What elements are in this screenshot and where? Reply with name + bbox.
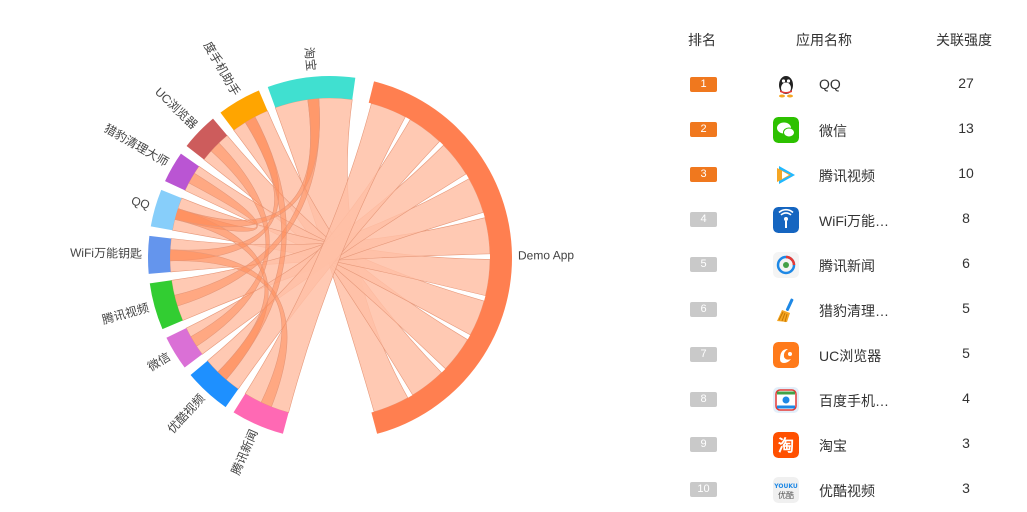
relation-score: 3 (962, 480, 970, 496)
ranking-row: 9 淘 淘宝 3 (660, 427, 1027, 467)
relation-score: 5 (962, 345, 970, 361)
youku-icon: YOUKU 优酷 (773, 477, 799, 503)
ranking-row: 3 腾讯视频 10 (660, 157, 1027, 197)
relation-score: 13 (958, 120, 974, 136)
relation-score: 10 (958, 165, 974, 181)
rank-badge: 3 (690, 167, 717, 182)
ranking-panel: 排名 应用名称 关联强度 1 QQ 27 2 微信 13 3 腾讯视频 10 4 WiFi万能… 8 5… (660, 0, 1027, 508)
rank-badge: 4 (690, 212, 717, 227)
node-label: 微信 (145, 350, 173, 374)
ranking-row: 4 WiFi万能… 8 (660, 202, 1027, 242)
node-label: Demo App (518, 248, 574, 262)
node-label: 淘宝 (302, 46, 318, 71)
arc-node-7 (149, 280, 183, 330)
app-name: 淘宝 (819, 438, 847, 454)
chord-ribbons (169, 97, 491, 413)
app-name: 腾讯新闻 (819, 258, 875, 274)
app-name-header: 应用名称 (796, 32, 852, 48)
arc-node-6 (148, 235, 172, 274)
svg-text:YOUKU: YOUKU (773, 483, 798, 490)
arc-node-8 (166, 328, 203, 368)
score-header: 关联强度 (936, 32, 992, 48)
arc-node-5 (150, 189, 182, 231)
app-name: UC浏览器 (819, 348, 882, 364)
chord-arcs (148, 76, 512, 434)
arc-node-4 (165, 153, 199, 191)
node-label: 优酷视频 (164, 391, 207, 437)
wechat-icon (773, 117, 799, 143)
arc-node-3 (186, 118, 228, 160)
rank-badge: 6 (690, 302, 717, 317)
uc-browser-icon (773, 342, 799, 368)
app-name: 百度手机… (819, 393, 889, 409)
arc-node-9 (190, 360, 239, 408)
rank-badge: 1 (690, 77, 717, 92)
app-name: WiFi万能… (819, 213, 889, 229)
rank-badge: 10 (690, 482, 717, 497)
app-name: 腾讯视频 (819, 168, 875, 184)
wifi-key-icon (773, 207, 799, 233)
arc-node-2 (220, 90, 268, 131)
ranking-row: 5 腾讯新闻 6 (660, 247, 1027, 287)
taobao-icon: 淘 (773, 432, 799, 458)
tencent-video-icon (773, 162, 799, 188)
node-label: 度手机助手 (201, 39, 244, 98)
ranking-row: 2 微信 13 (660, 112, 1027, 152)
ranking-row: 6 猎豹清理… 5 (660, 292, 1027, 332)
node-label: WiFi万能钥匙 (70, 246, 142, 261)
rank-badge: 9 (690, 437, 717, 452)
arc-node-1 (267, 76, 356, 108)
node-label: 猎豹清理大师 (102, 120, 172, 169)
cleaner-broom-icon (773, 297, 799, 323)
rank-badge: 5 (690, 257, 717, 272)
node-label: 腾讯视频 (100, 300, 150, 327)
rank-badge: 7 (690, 347, 717, 362)
baidu-assistant-icon (773, 387, 799, 413)
relation-score: 4 (962, 390, 970, 406)
app-name: QQ (819, 76, 841, 92)
arc-node-10 (233, 393, 289, 434)
relation-score: 27 (958, 75, 974, 91)
node-label: 腾讯新闻 (228, 427, 261, 477)
rank-header: 排名 (688, 32, 716, 48)
ranking-row: 10 YOUKU 优酷 优酷视频 3 (660, 472, 1027, 512)
node-label: UC浏览器 (152, 84, 201, 132)
relation-score: 5 (962, 300, 970, 316)
relation-score: 8 (962, 210, 970, 226)
ranking-row: 1 QQ 27 (660, 67, 1027, 107)
relation-score: 3 (962, 435, 970, 451)
app-name: 微信 (819, 123, 847, 139)
node-label: QQ (130, 194, 152, 213)
ranking-row: 8 百度手机… 4 (660, 382, 1027, 422)
app-name: 优酷视频 (819, 483, 875, 499)
arc-node-0 (368, 81, 512, 434)
svg-text:淘: 淘 (778, 436, 794, 455)
tencent-news-icon (773, 252, 799, 278)
relation-score: 6 (962, 255, 970, 271)
ranking-row: 7 UC浏览器 5 (660, 337, 1027, 377)
app-name: 猎豹清理… (819, 303, 889, 319)
rank-badge: 8 (690, 392, 717, 407)
svg-text:优酷: 优酷 (778, 490, 794, 500)
qq-icon (773, 72, 799, 98)
rank-badge: 2 (690, 122, 717, 137)
